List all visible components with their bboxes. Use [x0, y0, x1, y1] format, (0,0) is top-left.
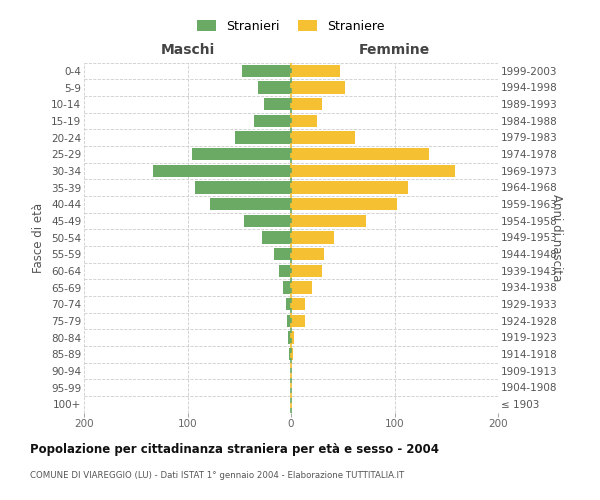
Bar: [291, 248, 324, 260]
Bar: [262, 231, 291, 244]
Bar: [286, 298, 291, 310]
Bar: [291, 98, 322, 110]
Bar: [291, 131, 355, 144]
Bar: [235, 131, 291, 144]
Text: Femmine: Femmine: [359, 44, 430, 57]
Bar: [291, 164, 455, 177]
Bar: [242, 64, 291, 77]
Bar: [258, 81, 291, 94]
Bar: [287, 314, 291, 327]
Bar: [291, 114, 317, 127]
Bar: [291, 314, 305, 327]
Bar: [254, 114, 291, 127]
Bar: [283, 281, 291, 293]
Y-axis label: Fasce di età: Fasce di età: [32, 202, 46, 272]
Bar: [264, 98, 291, 110]
Bar: [291, 231, 334, 244]
Bar: [291, 198, 397, 210]
Bar: [244, 214, 291, 227]
Bar: [154, 164, 291, 177]
Bar: [288, 331, 291, 344]
Bar: [291, 331, 294, 344]
Bar: [195, 181, 291, 194]
Bar: [291, 64, 340, 77]
Bar: [210, 198, 291, 210]
Legend: Stranieri, Straniere: Stranieri, Straniere: [197, 20, 385, 32]
Bar: [291, 148, 428, 160]
Text: Popolazione per cittadinanza straniera per età e sesso - 2004: Popolazione per cittadinanza straniera p…: [30, 442, 439, 456]
Bar: [191, 148, 291, 160]
Bar: [291, 281, 312, 293]
Bar: [291, 348, 293, 360]
Bar: [289, 348, 291, 360]
Text: Maschi: Maschi: [160, 44, 215, 57]
Bar: [274, 248, 291, 260]
Text: COMUNE DI VIAREGGIO (LU) - Dati ISTAT 1° gennaio 2004 - Elaborazione TUTTITALIA.: COMUNE DI VIAREGGIO (LU) - Dati ISTAT 1°…: [30, 471, 404, 480]
Bar: [291, 298, 305, 310]
Bar: [291, 81, 345, 94]
Bar: [291, 264, 322, 277]
Bar: [291, 214, 365, 227]
Bar: [291, 181, 408, 194]
Y-axis label: Anni di nascita: Anni di nascita: [550, 194, 563, 281]
Bar: [278, 264, 291, 277]
